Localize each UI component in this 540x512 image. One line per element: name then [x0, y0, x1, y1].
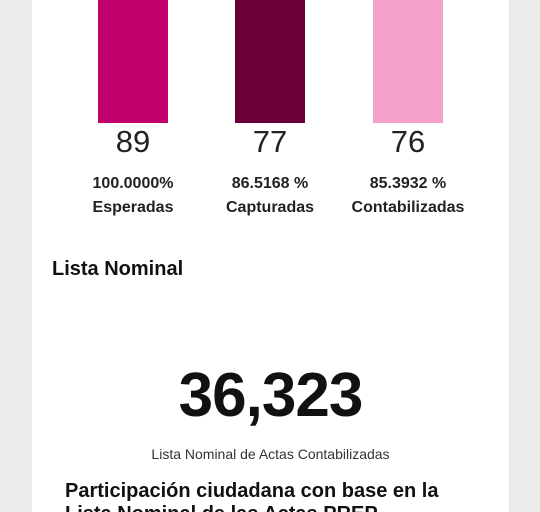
label-capturadas: Capturadas [225, 199, 315, 216]
lista-nominal-title: Lista Nominal [52, 258, 184, 280]
bar-contabilizadas [373, 0, 443, 123]
lista-nominal-caption: Lista Nominal de Actas Contabilizadas [151, 446, 390, 462]
percent-esperadas: 100.0000% [92, 175, 174, 192]
results-card: 89 100.0000% Esperadas 77 86.5168 % Capt… [32, 0, 509, 512]
count-contabilizadas: 76 [390, 124, 426, 159]
percent-contabilizadas: 85.3932 % [369, 175, 447, 192]
count-esperadas: 89 [115, 124, 151, 159]
lista-nominal-value: 36,323 [178, 361, 364, 430]
label-contabilizadas: Contabilizadas [351, 199, 465, 216]
label-esperadas: Esperadas [92, 199, 174, 216]
bar-capturadas [235, 0, 305, 123]
bar-esperadas [98, 0, 168, 123]
percent-capturadas: 86.5168 % [231, 175, 309, 192]
participacion-title: Participación ciudadana con base en la L… [65, 480, 439, 512]
count-capturadas: 77 [252, 124, 288, 159]
